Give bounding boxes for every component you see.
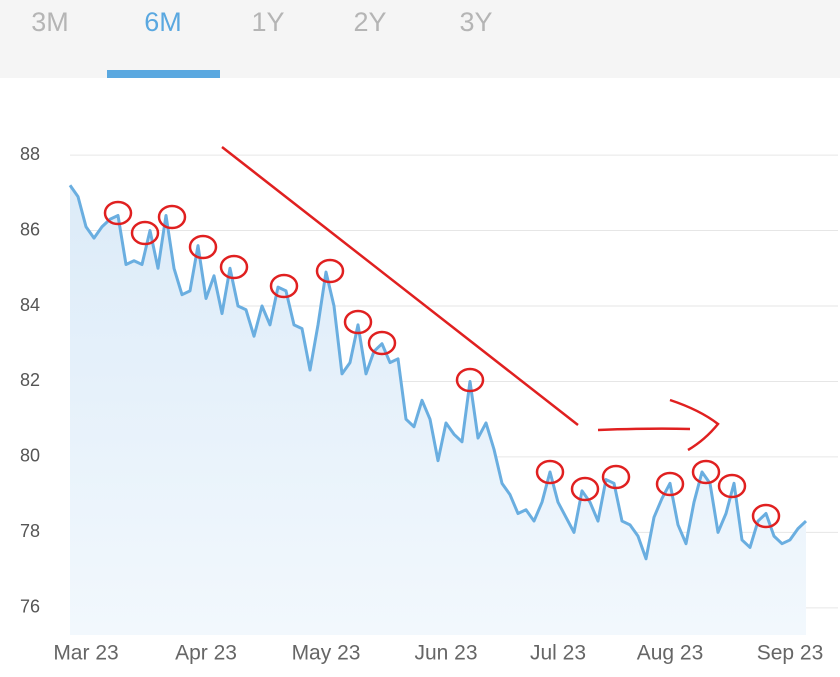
annotation-circle (717, 473, 747, 499)
x-tick-label: Mar 23 (53, 642, 118, 665)
annotation-circle (188, 234, 218, 260)
tab-indicator (107, 70, 220, 78)
annotation-circle (103, 200, 133, 226)
tab-bar (0, 0, 840, 78)
tab[interactable]: 6M (144, 7, 182, 37)
x-tick-label: Aug 23 (637, 642, 704, 665)
annotation-circle (691, 459, 721, 485)
annotation-circle (367, 330, 397, 356)
y-tick-label: 76 (20, 597, 40, 617)
line (68, 184, 808, 561)
annotation-circle (157, 204, 187, 230)
tab[interactable]: 3Y (459, 7, 492, 37)
y-tick-label: 78 (20, 521, 40, 541)
x-tick-label: Jun 23 (414, 642, 477, 665)
annotation-circle (315, 258, 345, 284)
annotation-circle (535, 459, 565, 485)
y-tick-label: 80 (20, 446, 40, 466)
annotation-circle (269, 273, 299, 299)
annotation-circle (751, 503, 781, 529)
tab[interactable]: 3M (31, 7, 69, 37)
annotation-circle (343, 309, 373, 335)
annotation-circle (601, 464, 631, 490)
annotation-circle (130, 220, 160, 246)
y-tick-label: 82 (20, 370, 40, 390)
x-tick-label: May 23 (292, 642, 361, 665)
y-tick-label: 86 (20, 219, 40, 239)
annotation-circle (219, 254, 249, 280)
tab[interactable]: 2Y (353, 7, 386, 37)
annotation-circle (570, 476, 600, 502)
y-tick-label: 88 (20, 144, 40, 164)
annotation-circle (455, 367, 485, 393)
annotations (103, 146, 781, 529)
annotation-circle (655, 471, 685, 497)
x-tick-label: Sep 23 (757, 642, 824, 665)
y-tick-label: 84 (20, 295, 40, 315)
x-tick-label: Apr 23 (175, 642, 237, 665)
tab[interactable]: 1Y (251, 7, 284, 37)
x-tick-label: Jul 23 (530, 642, 586, 665)
